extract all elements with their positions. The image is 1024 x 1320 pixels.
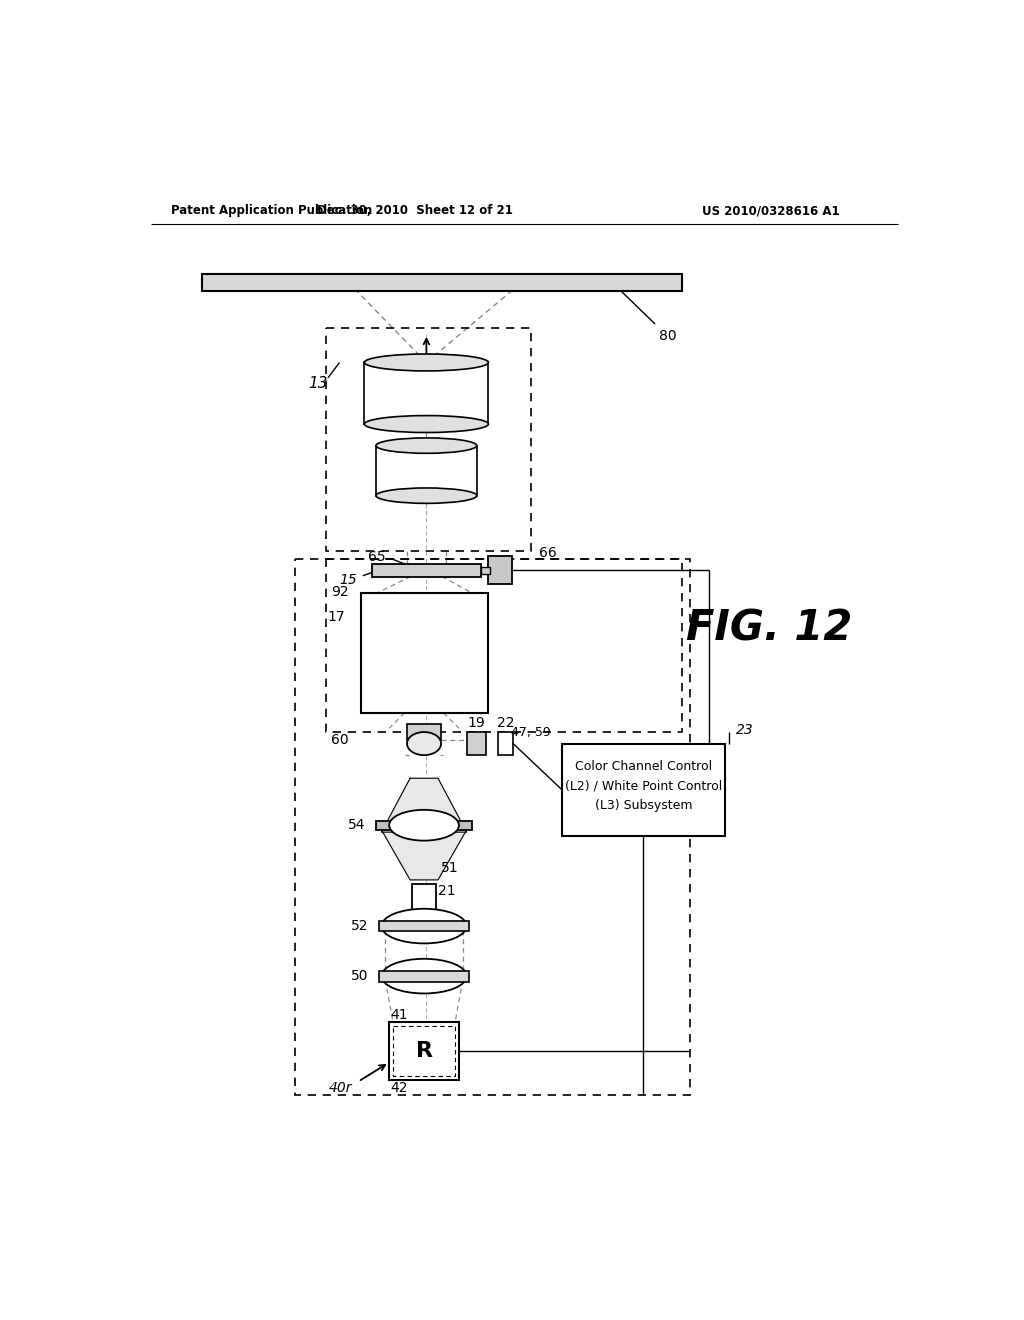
- Text: 92: 92: [331, 585, 349, 599]
- Text: 66: 66: [539, 545, 556, 560]
- Ellipse shape: [381, 908, 467, 944]
- Text: 50: 50: [351, 969, 369, 983]
- Text: 23: 23: [736, 723, 754, 737]
- Text: 65: 65: [368, 550, 385, 564]
- Ellipse shape: [407, 733, 441, 755]
- Text: Dec. 30, 2010  Sheet 12 of 21: Dec. 30, 2010 Sheet 12 of 21: [316, 205, 513, 218]
- Text: 15: 15: [339, 573, 356, 587]
- Bar: [295, 558, 690, 1096]
- Bar: [372, 564, 480, 577]
- Bar: [365, 363, 488, 424]
- Bar: [407, 725, 441, 739]
- Text: 22: 22: [497, 715, 514, 730]
- Text: 80: 80: [658, 330, 677, 343]
- Text: 41: 41: [391, 1007, 409, 1022]
- Text: 17: 17: [328, 610, 345, 624]
- Ellipse shape: [376, 488, 477, 503]
- Text: (L3) Subsystem: (L3) Subsystem: [595, 799, 692, 812]
- Bar: [326, 558, 682, 733]
- Polygon shape: [381, 779, 467, 832]
- Bar: [360, 594, 488, 713]
- Bar: [413, 884, 435, 927]
- Bar: [376, 446, 477, 496]
- Text: 40r: 40r: [329, 1081, 352, 1094]
- Text: Patent Application Publication: Patent Application Publication: [171, 205, 372, 218]
- Bar: [376, 821, 472, 830]
- Text: 19: 19: [467, 715, 484, 730]
- Bar: [326, 327, 531, 552]
- Polygon shape: [381, 830, 467, 880]
- Ellipse shape: [376, 438, 477, 453]
- Text: US 2010/0328616 A1: US 2010/0328616 A1: [701, 205, 839, 218]
- Ellipse shape: [389, 810, 459, 841]
- Text: Color Channel Control: Color Channel Control: [574, 760, 712, 774]
- Bar: [379, 970, 469, 982]
- Bar: [393, 1026, 455, 1076]
- Text: 42: 42: [391, 1081, 409, 1094]
- Text: 13: 13: [308, 376, 328, 391]
- Bar: [562, 743, 725, 836]
- Bar: [467, 733, 486, 755]
- Bar: [488, 557, 512, 585]
- Bar: [389, 1022, 459, 1080]
- Text: 21: 21: [438, 884, 456, 899]
- Bar: [202, 275, 682, 290]
- Text: 52: 52: [351, 919, 369, 933]
- Text: 60: 60: [331, 733, 349, 747]
- Ellipse shape: [365, 354, 488, 371]
- Text: 51: 51: [441, 862, 459, 875]
- Text: (L2) / White Point Control: (L2) / White Point Control: [565, 779, 722, 792]
- Bar: [480, 566, 489, 574]
- Text: 47, 59: 47, 59: [511, 726, 550, 739]
- Text: FIG. 12: FIG. 12: [686, 607, 852, 649]
- Text: R: R: [416, 1041, 432, 1061]
- Ellipse shape: [365, 416, 488, 433]
- Bar: [379, 921, 469, 932]
- Ellipse shape: [381, 958, 467, 994]
- Text: 54: 54: [348, 818, 366, 832]
- Bar: [498, 733, 513, 755]
